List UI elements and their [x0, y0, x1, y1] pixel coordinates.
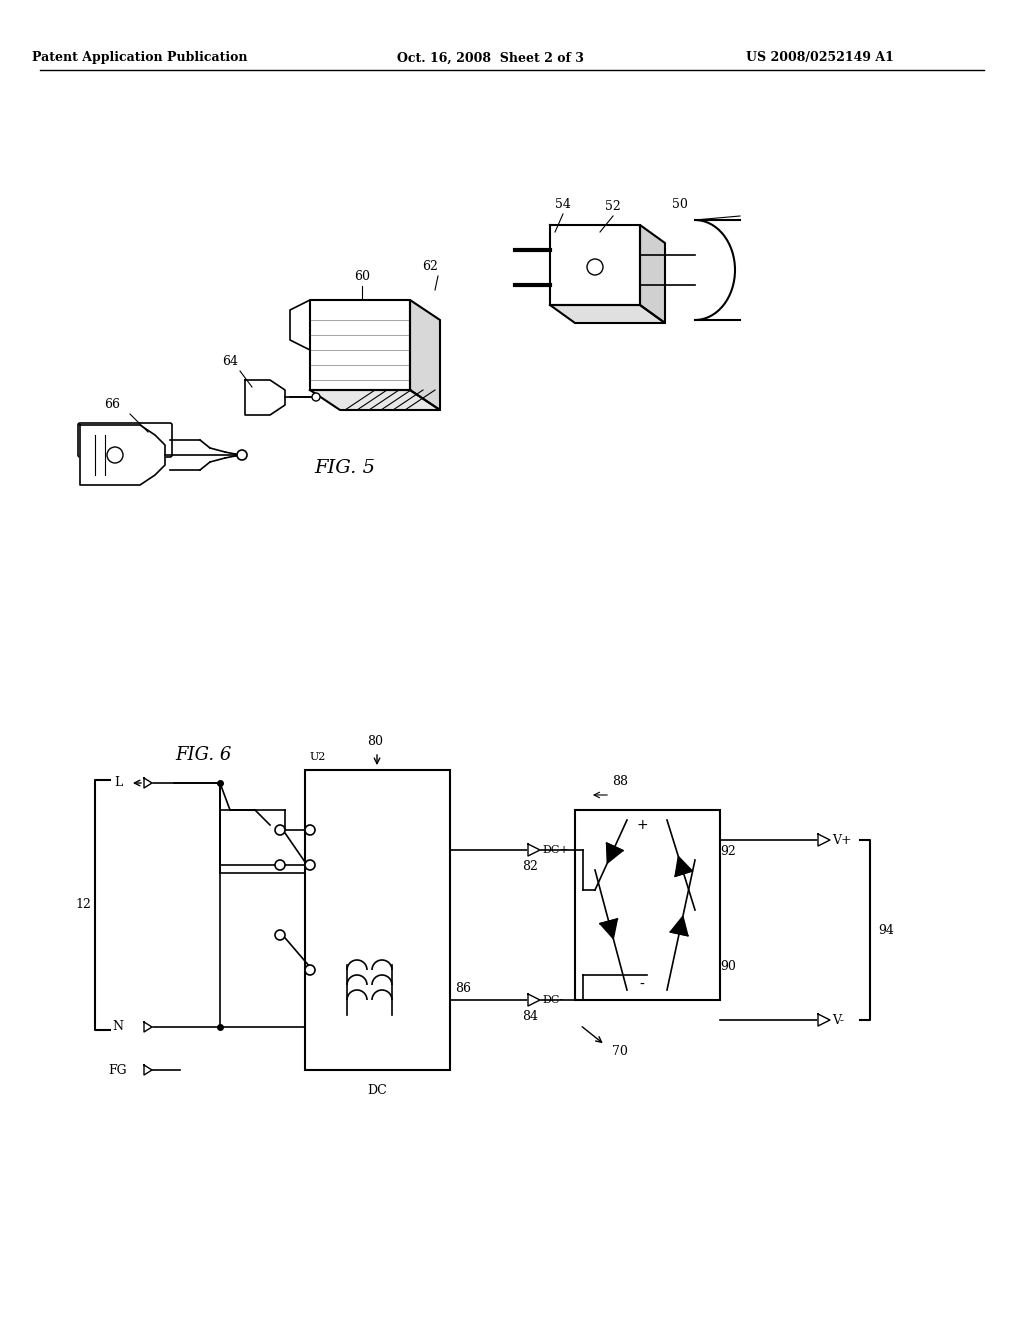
Polygon shape [144, 1065, 152, 1074]
Circle shape [275, 825, 285, 836]
Circle shape [305, 825, 315, 836]
Text: 66: 66 [104, 399, 120, 411]
Polygon shape [550, 305, 665, 323]
Circle shape [587, 259, 603, 275]
Text: DC-: DC- [542, 995, 563, 1005]
Text: 64: 64 [222, 355, 238, 368]
Text: 90: 90 [720, 960, 736, 973]
Text: V-: V- [831, 1014, 844, 1027]
Bar [305, 770, 450, 1071]
Text: 70: 70 [612, 1045, 628, 1059]
Text: 80: 80 [367, 735, 383, 748]
Polygon shape [600, 919, 617, 939]
Text: DC+: DC+ [542, 845, 568, 855]
Text: +: + [636, 818, 648, 832]
Text: 50: 50 [672, 198, 688, 211]
Text: 94: 94 [878, 924, 894, 936]
Circle shape [305, 965, 315, 975]
Text: 62: 62 [422, 260, 438, 273]
Polygon shape [144, 777, 152, 788]
Text: Patent Application Publication: Patent Application Publication [32, 51, 248, 65]
Text: V+: V+ [831, 833, 852, 846]
Text: 86: 86 [455, 982, 471, 995]
Text: 84: 84 [522, 1010, 538, 1023]
Polygon shape [606, 843, 623, 863]
Text: 92: 92 [720, 845, 736, 858]
Polygon shape [144, 1022, 152, 1032]
Text: 12: 12 [75, 899, 91, 912]
Polygon shape [410, 300, 440, 411]
Text: L: L [114, 776, 122, 789]
Circle shape [305, 861, 315, 870]
Circle shape [275, 861, 285, 870]
Text: US 2008/0252149 A1: US 2008/0252149 A1 [746, 51, 894, 65]
Bar [575, 810, 720, 1001]
Circle shape [237, 450, 247, 459]
Circle shape [275, 931, 285, 940]
Text: 54: 54 [555, 198, 571, 211]
Text: 88: 88 [612, 775, 628, 788]
Polygon shape [80, 425, 165, 484]
Text: FIG. 6: FIG. 6 [175, 746, 231, 764]
Circle shape [106, 447, 123, 463]
Text: N: N [113, 1020, 124, 1034]
Text: 82: 82 [522, 861, 538, 873]
Polygon shape [671, 916, 688, 936]
Polygon shape [310, 300, 410, 389]
Polygon shape [640, 224, 665, 323]
Polygon shape [818, 834, 830, 846]
Polygon shape [528, 843, 540, 855]
Polygon shape [550, 224, 640, 305]
Text: 52: 52 [605, 201, 621, 213]
Text: 60: 60 [354, 271, 370, 282]
Polygon shape [818, 1014, 830, 1026]
Polygon shape [245, 380, 285, 414]
Polygon shape [528, 994, 540, 1006]
FancyBboxPatch shape [78, 422, 172, 457]
Text: Oct. 16, 2008  Sheet 2 of 3: Oct. 16, 2008 Sheet 2 of 3 [396, 51, 584, 65]
Text: U2: U2 [310, 752, 327, 762]
Polygon shape [310, 389, 440, 411]
Polygon shape [675, 857, 692, 876]
Text: DC: DC [368, 1084, 387, 1097]
Text: FG: FG [109, 1064, 127, 1077]
Circle shape [312, 393, 319, 401]
Text: -: - [640, 978, 644, 993]
Text: FIG. 5: FIG. 5 [314, 459, 376, 477]
